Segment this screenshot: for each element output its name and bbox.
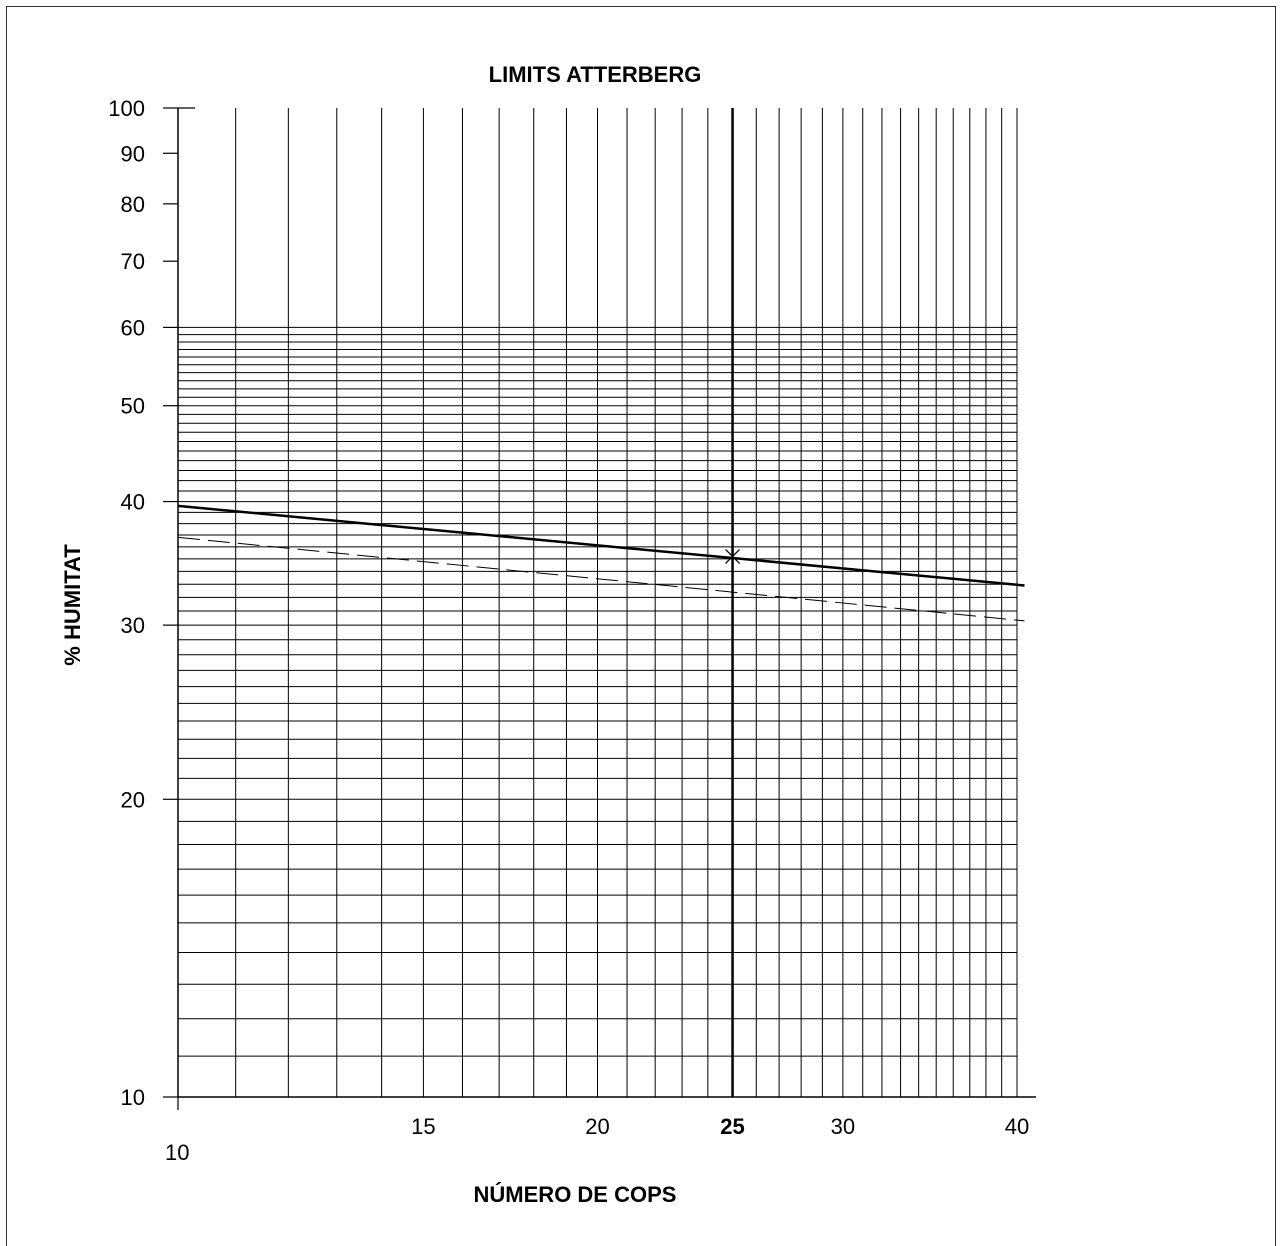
y-tick-label: 70: [121, 249, 145, 274]
series-group: [177, 504, 1025, 622]
x-tick-label: 20: [585, 1114, 609, 1139]
x-tick-label: 15: [411, 1114, 435, 1139]
y-tick-label: 20: [121, 787, 145, 812]
y-tick-label: 80: [121, 192, 145, 217]
x-tick-label: 10: [165, 1140, 189, 1165]
page-frame: [6, 6, 1276, 1246]
tick-labels: 10 20 30 40 50 60 70 80 90 100 10 15 20 25 30 40: [108, 96, 1029, 1165]
axes: [163, 107, 1036, 1110]
x-tick-label: 40: [1005, 1114, 1029, 1139]
grid: [178, 108, 1018, 1098]
y-tick-label: 90: [121, 141, 145, 166]
y-tick-label: 30: [121, 613, 145, 638]
y-tick-label: 10: [121, 1085, 145, 1110]
y-tick-label: 60: [121, 315, 145, 340]
series-marker: [725, 549, 741, 564]
dashed-series-line: [177, 536, 1025, 622]
y-tick-label: 100: [108, 96, 145, 121]
y-axis-label: % HUMITAT: [60, 544, 85, 666]
y-tick-label: 50: [121, 394, 145, 419]
x-tick-label: 30: [831, 1114, 855, 1139]
solid-series-line: [177, 504, 1025, 587]
x-axis-label: NÚMERO DE COPS: [474, 1182, 677, 1207]
y-tick-label: 40: [121, 490, 145, 515]
chart-title: LIMITS ATTERBERG: [489, 62, 702, 87]
marker-stroke: [725, 549, 741, 564]
x-tick-label: 25: [720, 1114, 744, 1139]
